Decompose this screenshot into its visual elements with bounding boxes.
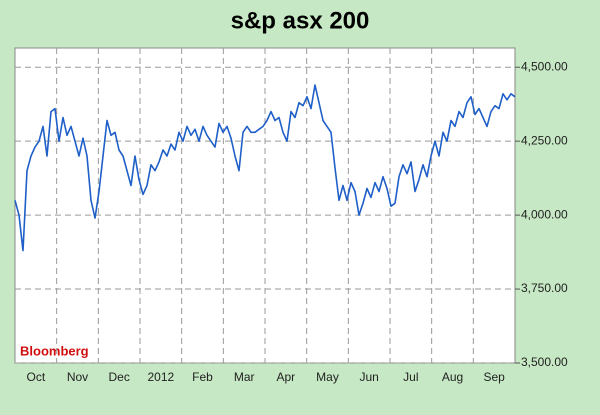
- x-tick-label: Jun: [359, 370, 378, 384]
- x-tick-label: Mar: [234, 370, 255, 384]
- plot-area: [14, 47, 516, 364]
- annotation: Bloomberg: [20, 343, 89, 358]
- x-tick-label: 2012: [147, 370, 174, 384]
- y-tick-label: 4,500.00: [521, 59, 568, 73]
- x-tick-label: Feb: [192, 370, 213, 384]
- y-tick-label: 4,000.00: [521, 207, 568, 221]
- x-tick-label: May: [316, 370, 339, 384]
- chart-title: s&p asx 200: [231, 7, 370, 34]
- y-tick-label: 3,500.00: [521, 355, 568, 369]
- x-tick-label: Aug: [442, 370, 463, 384]
- y-tick-label: 3,750.00: [521, 281, 568, 295]
- x-tick-label: Dec: [108, 370, 129, 384]
- x-tick-label: Jul: [403, 370, 418, 384]
- x-tick-label: Sep: [483, 370, 505, 384]
- x-tick-label: Apr: [276, 370, 295, 384]
- x-tick-label: Nov: [67, 370, 88, 384]
- series-line: [14, 84, 516, 252]
- x-tick-label: Oct: [26, 370, 45, 384]
- y-tick-label: 4,250.00: [521, 133, 568, 147]
